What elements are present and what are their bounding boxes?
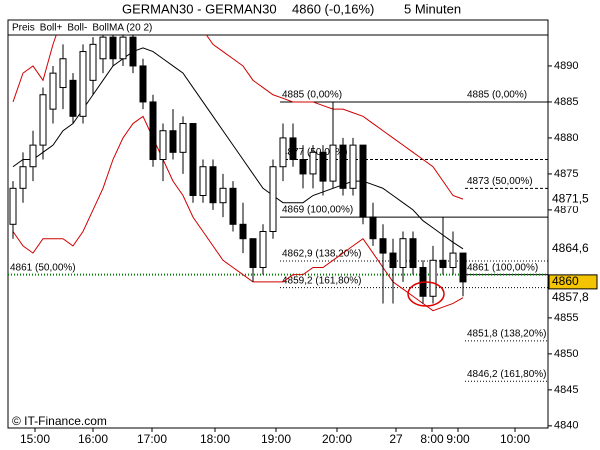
price-marker-label: 4857,8 bbox=[552, 290, 589, 304]
candle-body bbox=[9, 187, 17, 225]
candle-body bbox=[249, 238, 257, 268]
candle-body bbox=[359, 144, 367, 218]
candle-body bbox=[29, 144, 37, 168]
highlight-ellipse bbox=[407, 281, 445, 307]
candle-body bbox=[329, 144, 337, 182]
y-tick-label: 4885 bbox=[554, 96, 578, 108]
price-marker-label: 4860 bbox=[552, 274, 579, 288]
x-tick-label: 20:00 bbox=[322, 432, 352, 446]
band-line bbox=[12, 115, 464, 312]
candle-body bbox=[99, 36, 107, 60]
price-marker-label: 4864,6 bbox=[552, 241, 589, 255]
y-tick-label: 4855 bbox=[554, 312, 578, 324]
frame bbox=[7, 19, 549, 429]
x-tick-label: 27 bbox=[389, 432, 403, 446]
y-tick-label: 4850 bbox=[554, 348, 578, 360]
candle-body bbox=[119, 36, 127, 60]
candle-body bbox=[289, 137, 297, 161]
legend-entry: BollMA (20 2) bbox=[92, 23, 152, 34]
candle-body bbox=[19, 166, 27, 189]
fib-label: 4851,8 (138,20%) bbox=[467, 329, 547, 340]
x-tick-label: 9:00 bbox=[446, 432, 470, 446]
candle-body bbox=[239, 223, 247, 240]
candle-body bbox=[459, 252, 467, 283]
candle-body bbox=[219, 187, 227, 204]
x-tick-label: 18:00 bbox=[200, 432, 230, 446]
fib-label: 4861 (50,00%) bbox=[10, 262, 76, 273]
price-marker-box bbox=[549, 192, 597, 207]
legend-entry: Preis bbox=[12, 23, 35, 34]
candle-body bbox=[449, 252, 457, 268]
candle-body bbox=[279, 137, 287, 168]
band-line bbox=[12, 35, 464, 200]
candle-body bbox=[69, 79, 77, 117]
candle-body bbox=[389, 252, 397, 268]
price-marker-box bbox=[549, 290, 597, 305]
candle-body bbox=[229, 187, 237, 225]
y-tick-label: 4880 bbox=[554, 132, 578, 144]
candle-body bbox=[379, 238, 387, 254]
candle-body bbox=[429, 259, 437, 297]
price-marker-box bbox=[548, 274, 598, 290]
fib-label: 4846,2 (161,80%) bbox=[467, 369, 547, 380]
candle-body bbox=[129, 36, 137, 67]
candle-body bbox=[439, 259, 447, 268]
candle-body bbox=[209, 166, 217, 204]
candle-body bbox=[159, 130, 167, 161]
candle-body bbox=[39, 94, 47, 146]
candle-body bbox=[139, 65, 147, 103]
candle-body bbox=[189, 123, 197, 197]
candle-body bbox=[369, 216, 377, 240]
candle-body bbox=[349, 144, 357, 189]
fib-label: 4885 (0,00%) bbox=[467, 90, 527, 101]
fib-label: 4869 (100,00%) bbox=[282, 205, 353, 216]
candle-body bbox=[269, 166, 277, 233]
x-tick-label: 15:00 bbox=[20, 432, 50, 446]
legend-entry: Boll+ bbox=[40, 23, 63, 34]
x-tick-label: 17:00 bbox=[137, 432, 167, 446]
watermark: © IT-Finance.com bbox=[12, 414, 107, 428]
candle-body bbox=[179, 123, 187, 153]
candle-body bbox=[49, 72, 57, 110]
candle-body bbox=[79, 51, 87, 117]
fib-label: 4861 (100,00%) bbox=[467, 262, 538, 273]
band-line bbox=[12, 47, 464, 250]
candle-body bbox=[339, 144, 347, 189]
candle-body bbox=[169, 130, 177, 153]
x-tick-label: 10:00 bbox=[500, 432, 530, 446]
candle-body bbox=[199, 166, 207, 197]
x-tick-label: 19:00 bbox=[261, 432, 291, 446]
x-tick-label: 16:00 bbox=[78, 432, 108, 446]
fib-label: 4885 (0,00%) bbox=[282, 90, 342, 101]
x-tick-label: 8:00 bbox=[420, 432, 444, 446]
candle-body bbox=[299, 159, 307, 175]
fib-label: 4859,2 (161,80%) bbox=[282, 275, 362, 286]
y-tick-label: 4845 bbox=[554, 384, 578, 396]
interval: 5 Minuten bbox=[404, 1, 461, 16]
y-tick-label: 4890 bbox=[554, 60, 578, 72]
fib-label: 4862,9 (138,20%) bbox=[282, 249, 362, 260]
y-tick-label: 4870 bbox=[554, 204, 578, 216]
candle-body bbox=[109, 36, 117, 60]
candle-body bbox=[399, 238, 407, 268]
fib-label: 4873 (50,00%) bbox=[467, 176, 533, 187]
legend-entry: Boll- bbox=[67, 23, 87, 34]
candle-body bbox=[319, 151, 327, 182]
price-marker-label: 4871,5 bbox=[552, 191, 589, 205]
price-marker-box bbox=[549, 241, 597, 256]
candle-body bbox=[89, 43, 97, 81]
candle-body bbox=[59, 58, 67, 89]
candle-body bbox=[149, 101, 157, 161]
y-tick-label: 4840 bbox=[554, 420, 578, 432]
chart-title: GERMAN30 - GERMAN30 bbox=[122, 1, 277, 16]
y-tick-label: 4875 bbox=[554, 168, 578, 180]
candle-body bbox=[259, 231, 267, 268]
candle-body bbox=[309, 151, 317, 175]
plot-area: 4885 (0,00%)4877 (50,00%)4869 (100,00%)4… bbox=[8, 35, 548, 382]
price-info: 4860 (-0,16%) bbox=[292, 1, 374, 16]
candle-body bbox=[409, 238, 417, 268]
